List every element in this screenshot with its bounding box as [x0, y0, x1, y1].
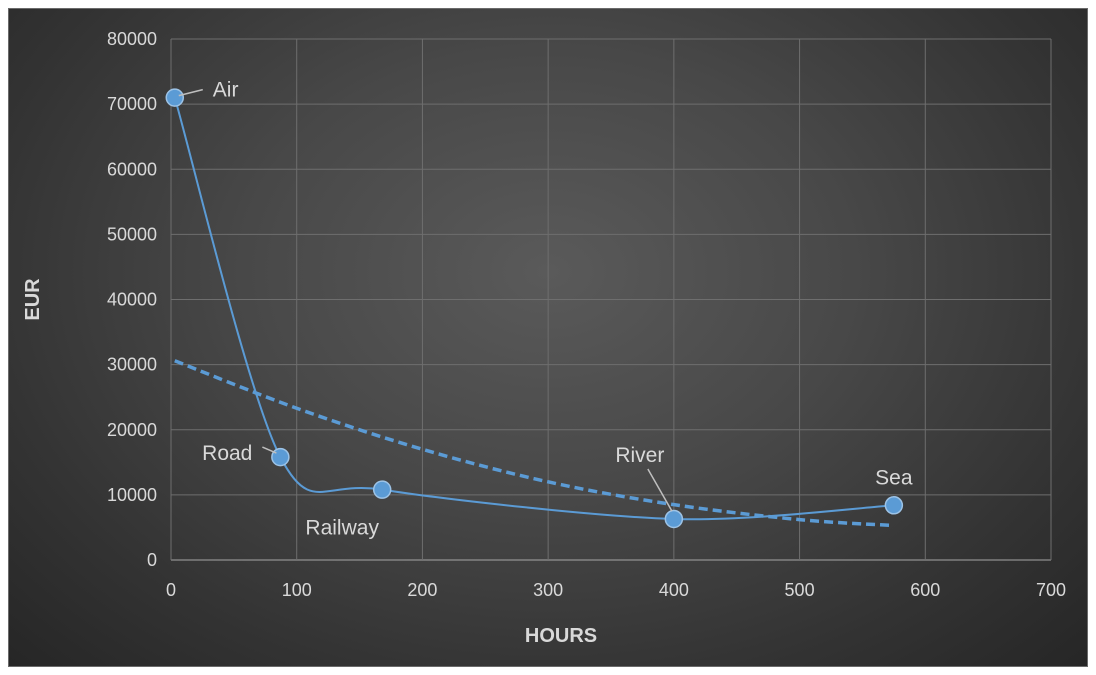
y-axis-title: EUR — [22, 278, 44, 321]
leader-line — [647, 468, 673, 512]
data-point-river — [664, 509, 684, 529]
data-label-road: Road — [202, 442, 252, 465]
chart-area: Air Road Railway River Sea 0 10000 20000 30000 4… — [8, 8, 1088, 667]
data-point-railway — [372, 480, 392, 499]
y-tick-label: 80000 — [107, 29, 157, 49]
y-tick-label: 0 — [147, 550, 157, 570]
tick-label-layer: 0 10000 20000 30000 40000 50000 60000 70000 8000… — [107, 29, 1066, 600]
leader-line — [262, 446, 277, 454]
x-tick-label: 100 — [282, 580, 312, 600]
x-tick-label: 400 — [659, 580, 689, 600]
trendline — [174, 359, 894, 528]
leader-line — [178, 88, 203, 97]
data-label-river: River — [615, 444, 664, 467]
gridlines — [170, 38, 1052, 561]
y-tick-label: 30000 — [107, 355, 157, 375]
x-axis-title: HOURS — [525, 625, 597, 647]
y-tick-label: 20000 — [107, 420, 157, 440]
x-tick-label: 300 — [533, 580, 563, 600]
data-label-air: Air — [213, 79, 239, 102]
trendline-layer — [174, 359, 894, 528]
data-point-road — [271, 447, 290, 467]
x-tick-label: 700 — [1036, 580, 1066, 600]
data-label-sea: Sea — [875, 466, 913, 489]
series-layer — [165, 88, 904, 529]
x-tick-label: 0 — [166, 580, 176, 600]
data-point-air — [165, 88, 185, 107]
data-label-layer: Air Road Railway River Sea — [178, 79, 913, 540]
y-tick-label: 60000 — [107, 159, 157, 179]
x-tick-label: 600 — [910, 580, 940, 600]
data-label-railway: Railway — [305, 517, 379, 540]
x-tick-label: 200 — [407, 580, 437, 600]
y-tick-label: 10000 — [107, 485, 157, 505]
y-tick-label: 50000 — [107, 224, 157, 244]
chart-svg: Air Road Railway River Sea 0 10000 20000 30000 4… — [22, 29, 1066, 647]
y-tick-label: 70000 — [107, 94, 157, 114]
y-tick-label: 40000 — [107, 290, 157, 310]
x-tick-label: 500 — [785, 580, 815, 600]
data-point-sea — [884, 496, 904, 515]
